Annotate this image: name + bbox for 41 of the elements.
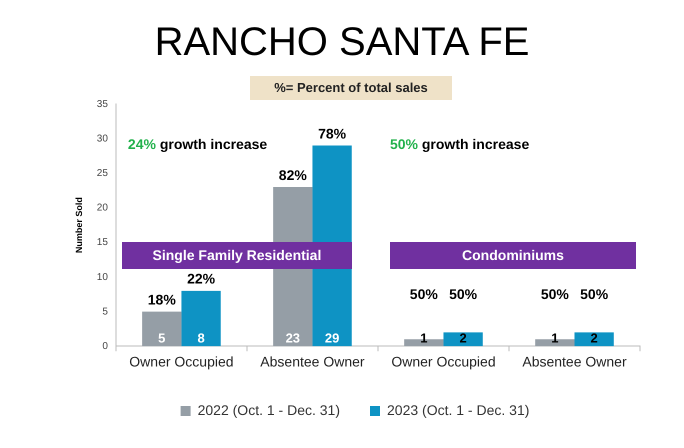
y-tick-label: 10 <box>96 272 108 283</box>
bar <box>181 290 221 346</box>
y-tick-label: 5 <box>102 306 108 318</box>
y-axis-title: Number Sold <box>74 197 84 254</box>
x-tick-label: Absentee Owner <box>260 353 365 370</box>
legend-label: 2022 (Oct. 1 - Dec. 31) <box>198 402 340 418</box>
x-tick-label: Owner Occupied <box>129 353 234 370</box>
annotation: 50% <box>410 286 438 302</box>
annotation: 50% <box>449 286 478 302</box>
y-tick-label: 35 <box>96 98 108 110</box>
y-tick-label: 30 <box>96 133 108 144</box>
data-label: 29 <box>324 330 340 346</box>
annotation: 50% <box>580 286 609 302</box>
y-tick-label: 0 <box>102 340 108 352</box>
chart-subtitle: %= Percent of total sales <box>250 76 452 100</box>
data-label: 1 <box>420 330 428 346</box>
annotation: 50% growth increase <box>390 136 530 152</box>
bar <box>142 312 182 346</box>
data-label: 2 <box>460 330 467 346</box>
data-label: 2 <box>590 330 598 346</box>
annotation: 24% growth increase <box>128 136 268 152</box>
y-tick-label: 20 <box>96 202 108 214</box>
annotation: 18% <box>148 291 176 308</box>
x-tick-label: Absentee Owner <box>522 353 627 370</box>
legend-label: 2023 (Oct. 1 - Dec. 31) <box>387 402 530 418</box>
heading-banner: Condominiums <box>390 242 636 270</box>
annotation: 82% <box>278 166 308 183</box>
chart-title: RANCHO SANTA FE <box>154 20 530 65</box>
data-label: 1 <box>551 330 558 346</box>
y-tick-label: 25 <box>96 168 108 179</box>
annotation: 22% <box>187 270 216 287</box>
data-label: 8 <box>197 330 205 346</box>
data-label: 5 <box>158 330 166 346</box>
bar <box>443 332 483 346</box>
annotation: 78% <box>318 125 347 142</box>
annotation: 50% <box>540 286 570 302</box>
data-label: 23 <box>286 330 300 346</box>
y-tick-label: 15 <box>96 237 108 248</box>
bar <box>574 332 614 346</box>
x-tick-label: Owner Occupied <box>391 353 496 370</box>
heading-banner: Single Family Residential <box>122 242 352 270</box>
